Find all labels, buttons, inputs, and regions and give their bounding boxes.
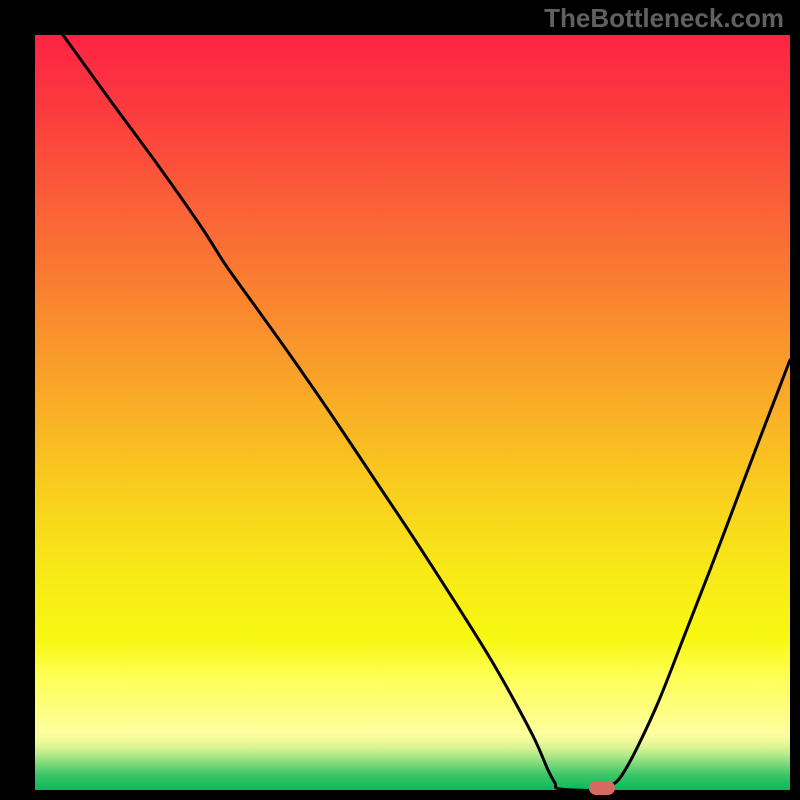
plot-area: [35, 35, 790, 790]
bottleneck-chart: [0, 0, 800, 800]
watermark-text: TheBottleneck.com: [544, 3, 784, 34]
optimal-marker: [589, 781, 615, 795]
chart-container: TheBottleneck.com: [0, 0, 800, 800]
